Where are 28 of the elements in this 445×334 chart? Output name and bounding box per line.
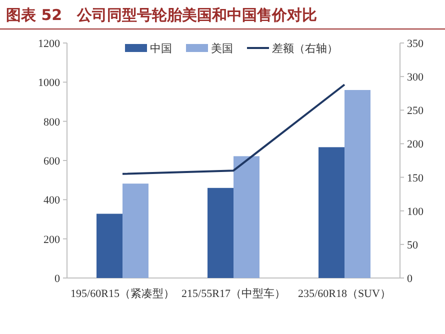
- bar: [318, 147, 344, 278]
- bar: [208, 188, 234, 278]
- y2-tick-label: 300: [407, 72, 424, 84]
- y2-tick-label: 0: [407, 273, 413, 285]
- y2-tick-label: 200: [407, 138, 424, 151]
- bar: [96, 214, 122, 278]
- y-tick-label: 1000: [38, 77, 60, 90]
- y2-tick-label: 150: [407, 172, 424, 184]
- bar: [234, 156, 260, 278]
- x-tick-label: 195/60R15（紧凑型）: [70, 288, 174, 300]
- y-tick-label: 600: [44, 156, 60, 168]
- bar: [122, 184, 148, 278]
- y-tick-label: 0: [54, 273, 60, 285]
- y-tick-label: 400: [44, 194, 60, 207]
- y2-tick-label: 350: [407, 38, 424, 50]
- legend-label: 差额（右轴）: [272, 42, 338, 55]
- y2-tick-label: 100: [407, 206, 424, 218]
- x-tick-label: 235/60R18（SUV）: [298, 288, 391, 300]
- legend-label: 美国: [211, 42, 233, 55]
- legend-label: 中国: [150, 42, 172, 55]
- y2-tick-label: 50: [407, 239, 418, 252]
- chart-title: 图表 52 公司同型号轮胎美国和中国售价对比: [6, 6, 318, 24]
- x-tick-label: 215/55R17（中型车）: [182, 287, 286, 300]
- y-tick-label: 200: [44, 234, 60, 246]
- y-tick-label: 1200: [38, 38, 60, 50]
- bar: [344, 90, 370, 278]
- y2-tick-label: 250: [407, 105, 424, 118]
- y-tick-label: 800: [44, 116, 60, 128]
